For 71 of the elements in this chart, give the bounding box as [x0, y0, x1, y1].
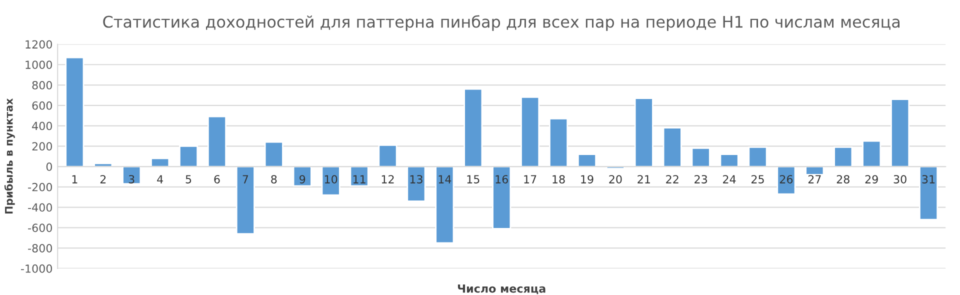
bar — [549, 118, 568, 168]
x-tick-label: 24 — [723, 175, 736, 184]
bar — [150, 158, 170, 168]
bar — [776, 166, 796, 195]
x-tick-label: 21 — [638, 175, 650, 184]
y-tick-label: 800 — [32, 80, 52, 90]
bar — [634, 98, 654, 168]
x-tick-label: 20 — [609, 175, 622, 184]
x-tick-label: 16 — [496, 175, 508, 184]
y-axis-title: Прибыль в пунктах — [4, 98, 15, 214]
bar — [378, 144, 398, 168]
x-tick-label: 3 — [128, 175, 134, 184]
bar — [207, 116, 227, 168]
y-tick-label: 600 — [32, 101, 52, 110]
bar — [464, 88, 483, 168]
x-tick-label: 30 — [894, 175, 906, 184]
x-tick-label: 1 — [72, 175, 78, 184]
y-tick-label: -200 — [28, 182, 52, 192]
x-tick-label: 9 — [300, 175, 306, 184]
y-tick-label: 1200 — [26, 40, 52, 49]
x-tick-label: 13 — [410, 175, 422, 184]
x-tick-label: 25 — [752, 175, 764, 184]
bar — [662, 127, 682, 168]
y-tick-label: -800 — [28, 244, 52, 252]
x-tick-label: 31 — [922, 175, 935, 184]
x-tick-label: 2 — [100, 175, 106, 184]
y-tick-label: -1000 — [20, 264, 52, 273]
bar — [720, 154, 739, 168]
x-tick-label: 29 — [865, 175, 878, 184]
bar — [65, 56, 84, 168]
x-tick-label: 28 — [836, 175, 850, 184]
bar — [862, 140, 882, 168]
x-tick-label: 23 — [694, 175, 708, 184]
y-tick-label: 200 — [32, 142, 52, 151]
bar — [577, 154, 597, 168]
bar — [435, 166, 454, 244]
x-axis-title: Число месяца — [458, 284, 546, 294]
x-tick-label: 14 — [438, 175, 452, 184]
bar — [321, 166, 340, 196]
bar — [834, 146, 853, 168]
bar — [890, 98, 910, 168]
x-tick-label: 4 — [157, 175, 163, 184]
x-tick-label: 12 — [382, 175, 394, 184]
chart-title: Статистика доходностей для паттерна пинбар для всех пар на периоде H1 по числам месяца — [103, 15, 900, 31]
x-tick-label: 5 — [186, 175, 192, 184]
bar — [264, 141, 284, 168]
bar — [691, 148, 710, 168]
x-tick-label: 22 — [666, 175, 678, 184]
x-tick-label: 17 — [524, 175, 536, 184]
x-tick-label: 11 — [353, 175, 366, 184]
x-tick-label: 7 — [242, 175, 248, 184]
y-tick-label: -600 — [28, 224, 52, 232]
x-tick-label: 10 — [324, 175, 338, 184]
y-tick-label: 400 — [32, 122, 52, 130]
bar — [748, 146, 768, 168]
x-tick-label: 15 — [467, 175, 480, 184]
y-tick-label: 0 — [46, 162, 52, 171]
x-tick-label: 18 — [552, 175, 565, 184]
bar — [492, 166, 512, 230]
x-tick-label: 8 — [271, 175, 277, 184]
bar — [179, 145, 198, 168]
bar — [919, 166, 938, 220]
x-tick-label: 27 — [808, 175, 821, 184]
y-tick-label: -400 — [28, 203, 52, 212]
bar — [236, 166, 255, 234]
y-tick-label: 1000 — [26, 60, 52, 70]
x-tick-label: 26 — [780, 175, 793, 184]
x-tick-label: 19 — [581, 175, 594, 184]
bar — [520, 96, 540, 168]
bar — [406, 166, 426, 202]
x-tick-label: 6 — [214, 175, 220, 184]
